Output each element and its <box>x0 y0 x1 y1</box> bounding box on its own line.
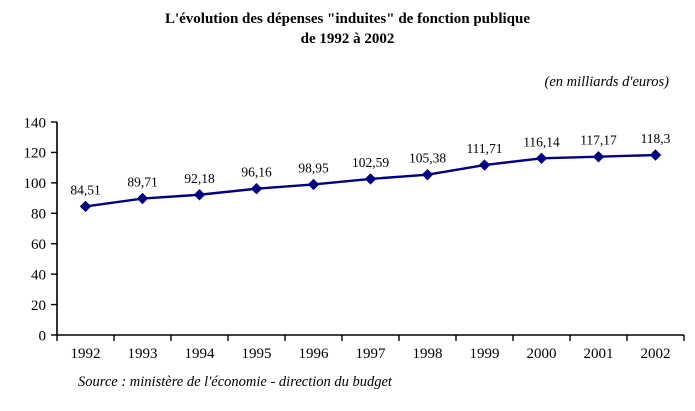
data-point-label: 118,3 <box>641 131 671 146</box>
chart-title-line-2: de 1992 à 2002 <box>300 31 395 47</box>
x-axis-category-label: 1998 <box>413 346 443 362</box>
y-axis-tick-label: 100 <box>24 176 47 192</box>
data-point-label: 105,38 <box>409 151 446 166</box>
data-point-label: 111,71 <box>466 141 502 156</box>
data-point-label: 89,71 <box>127 175 157 190</box>
data-point-marker <box>478 159 491 171</box>
y-axis-tick-label: 120 <box>24 146 47 162</box>
data-point-marker <box>193 189 206 201</box>
data-point-marker <box>307 178 320 191</box>
chart-title: L'évolution des dépenses "induites" de f… <box>0 9 695 49</box>
data-point-label: 96,16 <box>241 165 272 180</box>
line-chart: 0 20 40 60 80 100 120 140 1992 1993 1994 1995 1996 19… <box>24 115 685 362</box>
data-point-marker <box>250 182 263 195</box>
x-axis-category-label: 1993 <box>128 346 158 362</box>
data-point-label: 117,17 <box>580 133 617 148</box>
x-axis-category-label: 1996 <box>299 346 330 362</box>
data-point-marker <box>364 173 377 185</box>
x-axis-category-label: 1994 <box>185 346 216 362</box>
data-point-label: 84,51 <box>70 182 100 197</box>
x-axis-category-label: 1992 <box>71 346 101 362</box>
x-axis-category-label: 1999 <box>470 346 500 362</box>
data-point-label: 92,18 <box>184 171 215 186</box>
source-note: Source : ministère de l'économie - direc… <box>78 374 392 390</box>
data-point-marker <box>592 151 605 163</box>
y-axis-tick-label: 20 <box>31 298 46 314</box>
y-axis-tick-label: 80 <box>31 207 46 223</box>
y-axis-tick-label: 0 <box>39 328 47 344</box>
data-point-marker <box>421 168 434 181</box>
data-point-marker <box>535 152 548 165</box>
y-axis-tick-label: 40 <box>31 267 46 283</box>
data-point-marker <box>649 149 662 161</box>
x-axis-category-label: 2001 <box>584 346 614 362</box>
unit-note: (en milliards d'euros) <box>544 74 669 90</box>
data-point-label: 116,14 <box>523 134 560 149</box>
data-point-label: 102,59 <box>352 155 389 170</box>
y-axis-tick-label: 60 <box>31 237 46 253</box>
x-axis-category-label: 2000 <box>527 346 557 362</box>
x-axis-category-label: 1997 <box>356 346 387 362</box>
x-axis-category-label: 2002 <box>641 346 671 362</box>
data-point-marker <box>136 192 149 205</box>
y-axis-tick-label: 140 <box>24 115 47 131</box>
chart-title-line-1: L'évolution des dépenses "induites" de f… <box>164 11 531 27</box>
data-point-marker <box>79 200 92 213</box>
x-axis-category-label: 1995 <box>242 346 272 362</box>
data-point-label: 98,95 <box>298 160 329 175</box>
